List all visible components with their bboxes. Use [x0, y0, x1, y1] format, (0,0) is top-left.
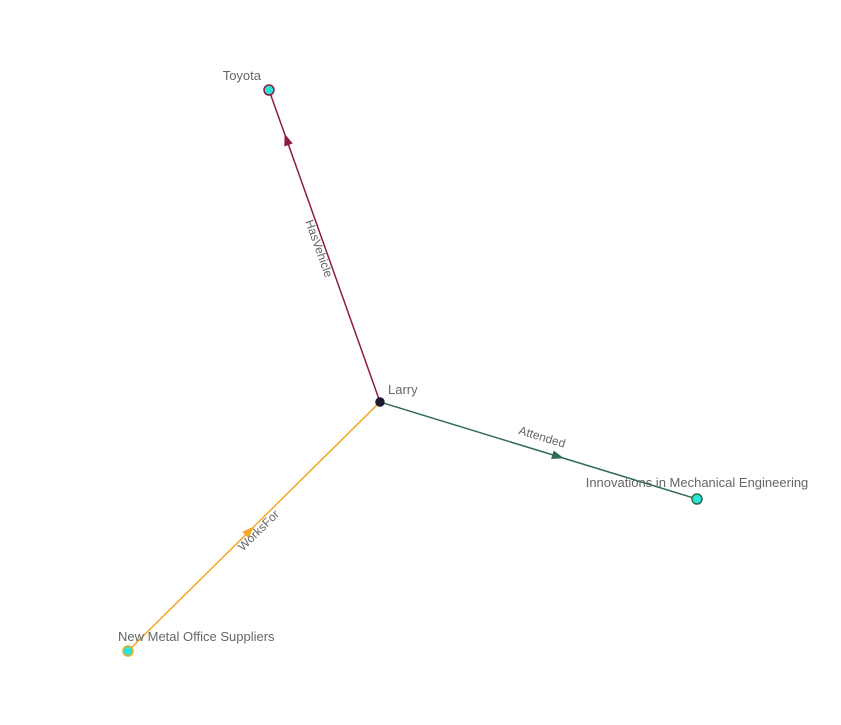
edge-label-text: HasVehicle	[302, 218, 335, 280]
edge-label: WorksFor	[235, 507, 282, 553]
node-toyota[interactable]: Toyota	[223, 68, 274, 95]
node-marker[interactable]	[692, 494, 702, 504]
edge-arrowhead	[284, 134, 292, 147]
edge-label-text: WorksFor	[235, 507, 282, 553]
node-label: Larry	[388, 382, 418, 397]
edge-label: HasVehicle	[302, 218, 335, 280]
node-marker[interactable]	[376, 398, 384, 406]
nodes-layer: Larry Toyota New Metal Office Suppliers Inn…	[118, 68, 808, 656]
node-innovations[interactable]: Innovations in Mechanical Engineering	[586, 475, 809, 504]
edges-layer: HasVehicleWorksForAttended	[132, 95, 696, 655]
node-larry[interactable]: Larry	[376, 382, 418, 406]
node-label: New Metal Office Suppliers	[118, 629, 275, 644]
node-marker[interactable]	[123, 646, 133, 656]
graph-canvas: HasVehicleWorksForAttendedLarryToyotaNew…	[0, 0, 841, 725]
node-label: Innovations in Mechanical Engineering	[586, 475, 809, 490]
node-marker[interactable]	[264, 85, 274, 95]
node-suppliers[interactable]: New Metal Office Suppliers	[118, 629, 275, 656]
edge-hasvehicle: HasVehicle	[261, 95, 378, 402]
node-label: Toyota	[223, 68, 262, 83]
edge-arrowhead	[551, 450, 564, 459]
edge-worksfor: WorksFor	[132, 405, 385, 655]
